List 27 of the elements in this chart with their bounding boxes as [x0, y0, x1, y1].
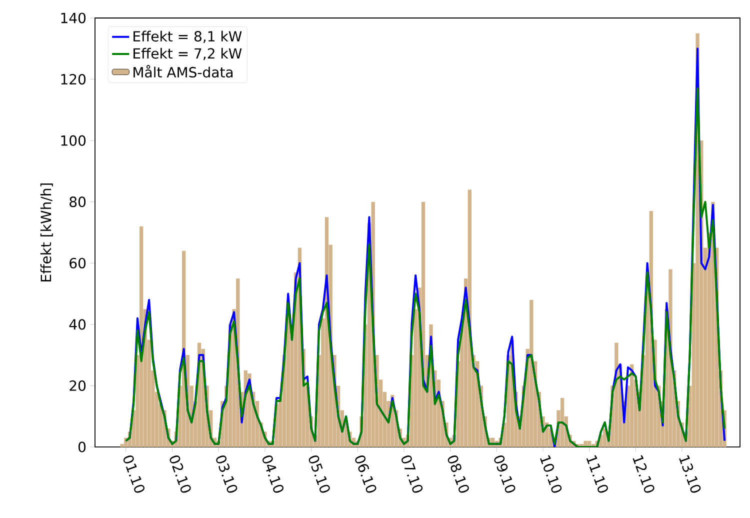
x-tick-label: 08.10: [448, 456, 469, 493]
bar: [530, 300, 534, 447]
x-tick-label: 03.10: [216, 456, 238, 493]
x-tick-label: 06.10: [355, 456, 376, 493]
x-tick-label: 02.10: [170, 456, 191, 493]
x-tick-label: 05.10: [308, 456, 330, 493]
y-tick-label: 120: [61, 74, 86, 85]
legend-label: Effekt = 8,1 kW: [134, 30, 242, 44]
x-tick-label: 04.10: [262, 456, 284, 493]
x-tick-label: 12.10: [632, 455, 654, 493]
x-tick-label: 09.10: [494, 456, 516, 493]
y-tick-label: 80: [70, 196, 86, 208]
x-tick-label: 13.10: [679, 455, 701, 493]
y-tick-label: 140: [61, 12, 86, 24]
x-tick-label: 10.10: [540, 455, 562, 493]
y-tick-label: 60: [70, 258, 86, 268]
x-tick-label: 01.10: [123, 456, 144, 493]
y-tick-label: 0: [78, 442, 86, 452]
legend-label: Effekt = 7,2 kW: [134, 48, 242, 60]
x-tick-label: 07.10: [402, 456, 423, 493]
y-tick-label: 20: [70, 380, 86, 391]
legend-label: Målt AMS-data: [134, 65, 233, 78]
y-tick-label: 100: [61, 135, 86, 146]
y-tick-label: 40: [69, 319, 86, 330]
bar: [560, 398, 564, 447]
y-axis-title: Effekt [kWh/h]: [40, 183, 53, 282]
x-tick-label: 11.10: [586, 455, 608, 493]
